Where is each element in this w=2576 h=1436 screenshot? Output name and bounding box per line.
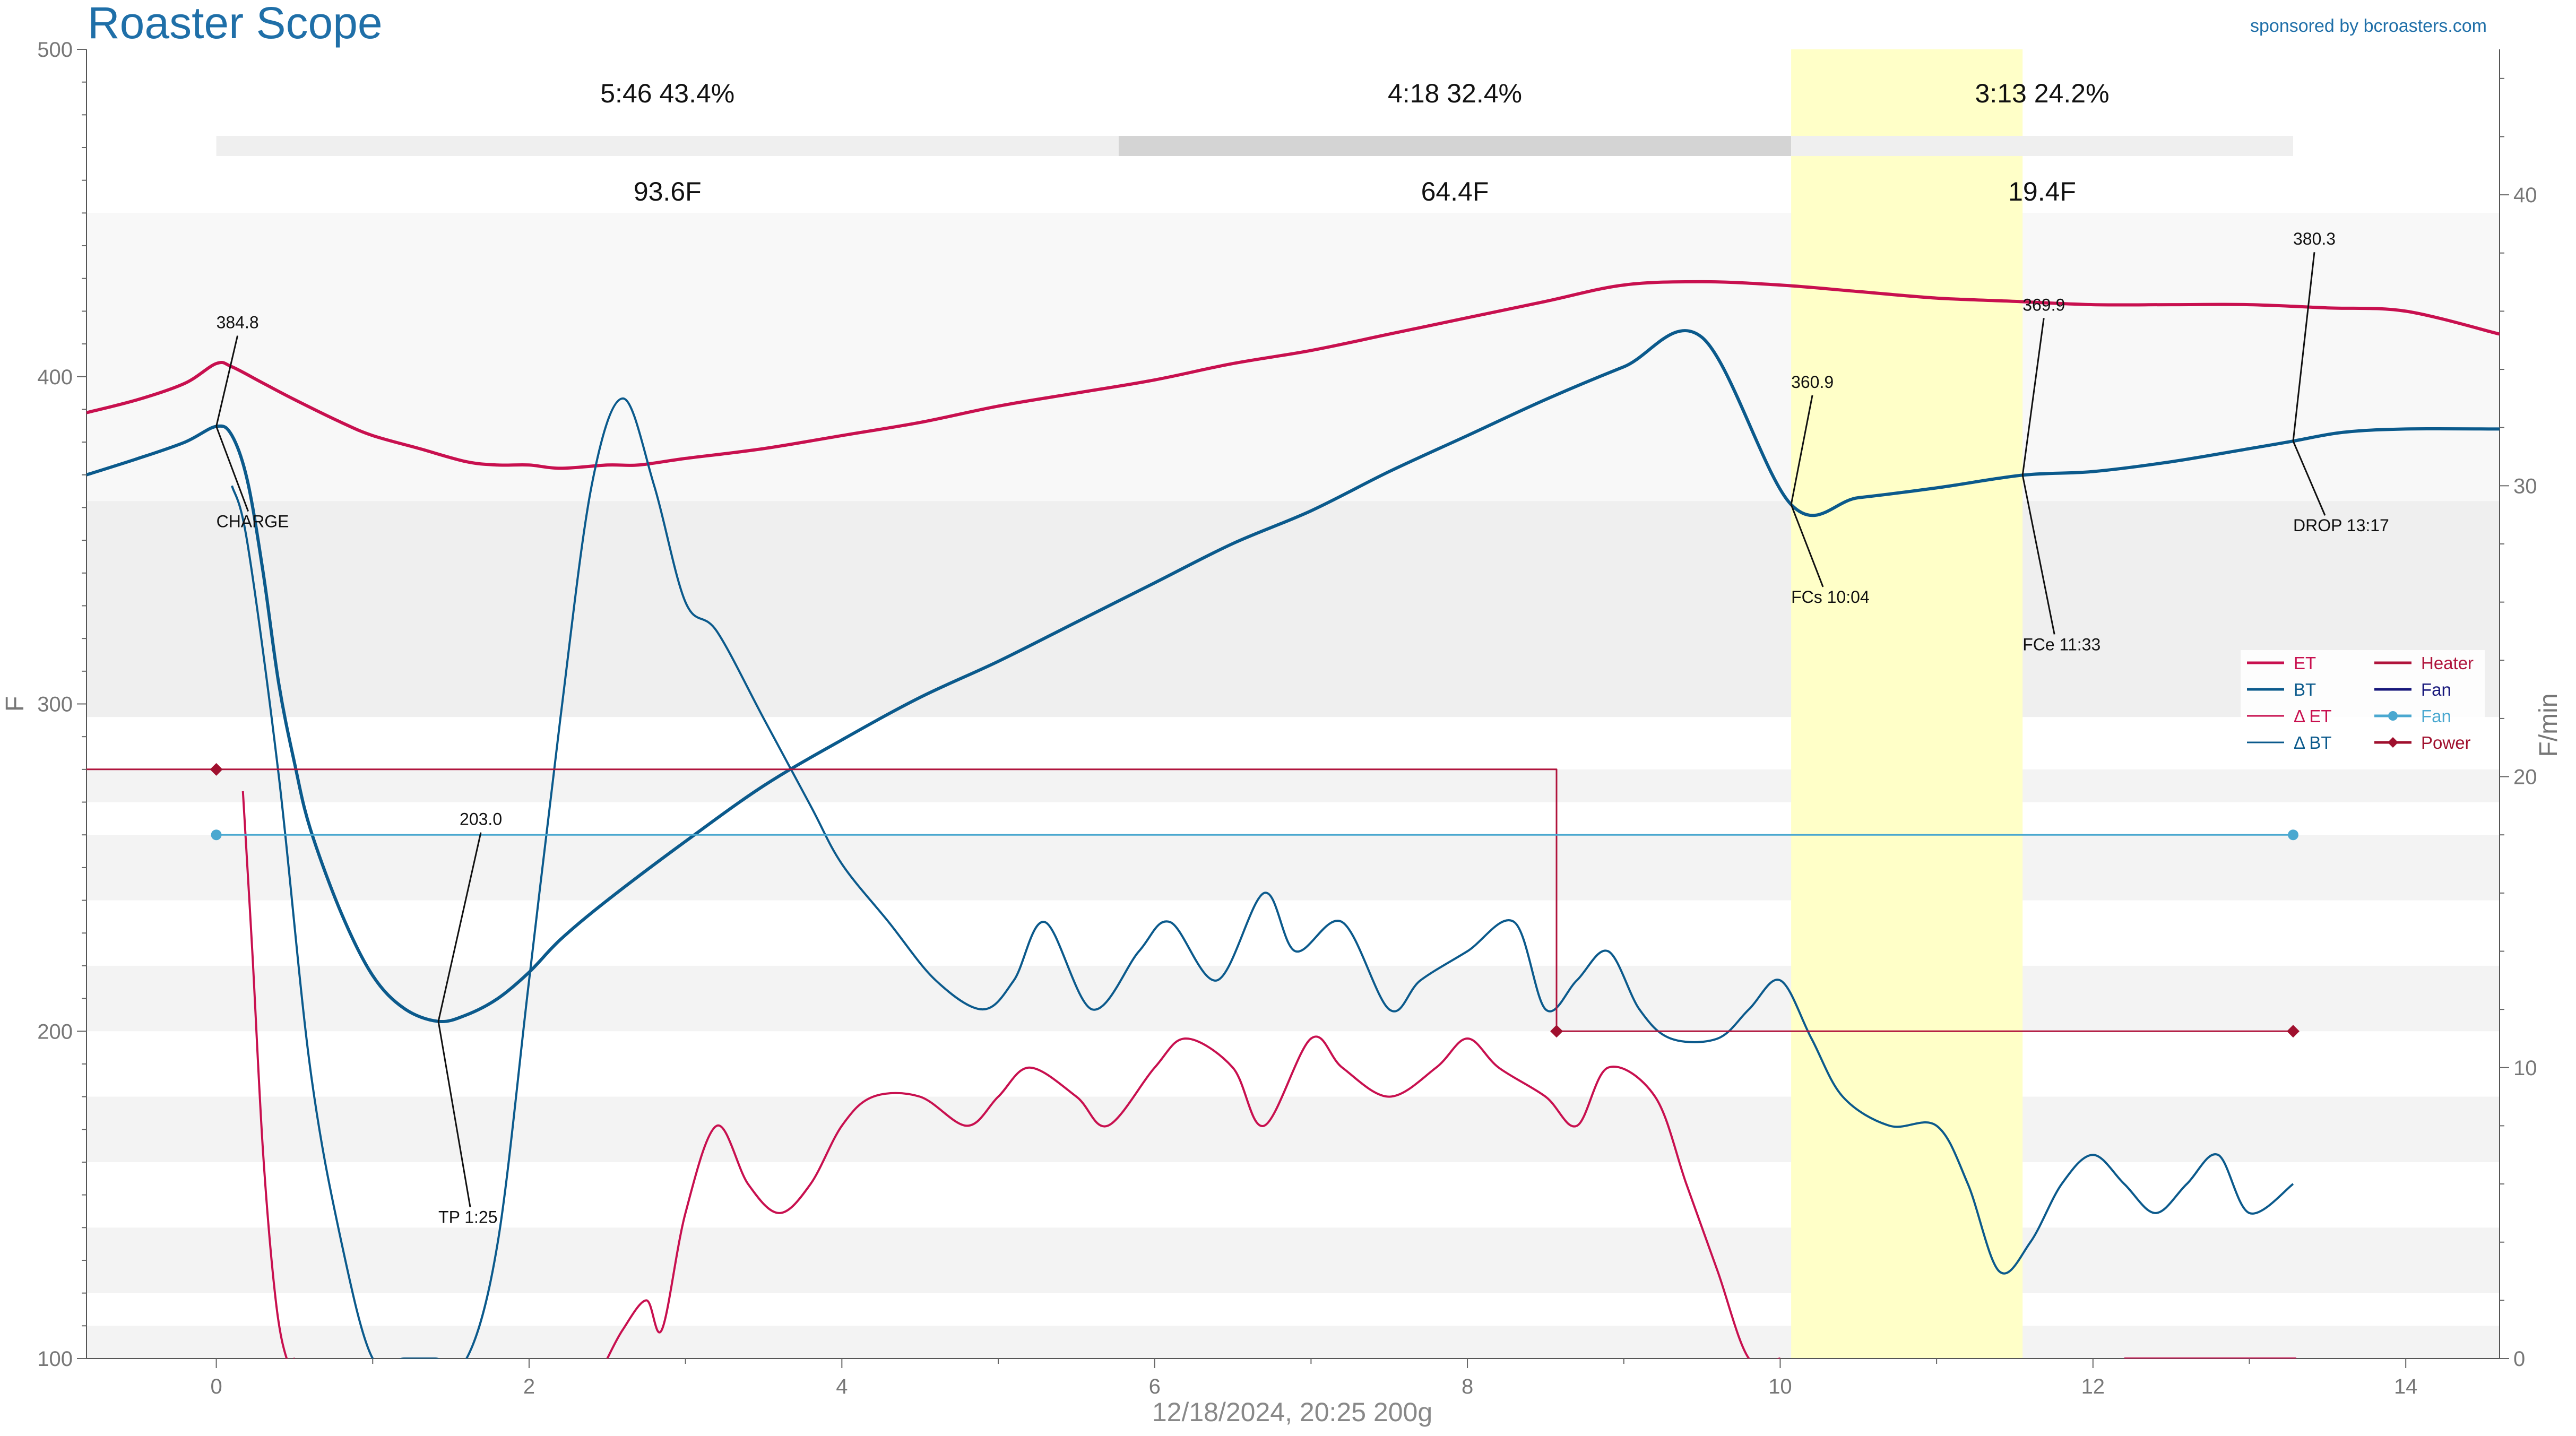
power-marker (1550, 1025, 1563, 1038)
y2-tick-label: 10 (2513, 1057, 2537, 1080)
phase-delta-label: 64.4F (1421, 177, 1489, 206)
background-band (87, 501, 2500, 717)
series-line-bt (87, 329, 2500, 1024)
annotation-value: 369.9 (2022, 295, 2065, 314)
fan-marker (211, 829, 222, 841)
background-band (87, 213, 2500, 501)
phase-time-label: 4:18 32.4% (1388, 79, 1522, 108)
background-band (87, 1227, 2500, 1293)
annotation-event: CHARGE (217, 512, 289, 531)
annotation-leader (437, 832, 482, 1022)
y-axis-label: F (1, 696, 29, 712)
annotation-value: 203.0 (460, 810, 502, 829)
power-marker (2287, 1025, 2300, 1038)
background-band (87, 965, 2500, 1032)
legend: ET BT Δ ET Δ BT Heater Fan Fan Power (2241, 650, 2485, 764)
legend-label: Power (2421, 733, 2471, 752)
legend-label: Δ ET (2294, 706, 2332, 726)
annotation-value: 384.8 (217, 313, 259, 332)
phase-bar-segment (216, 136, 1119, 156)
y2-tick-label: 20 (2513, 766, 2537, 789)
annotation-leader (2021, 475, 2055, 635)
y2-tick-label: 30 (2513, 474, 2537, 498)
x-tick-label: 12 (2081, 1375, 2105, 1398)
y-tick-label: 100 (37, 1347, 73, 1371)
y2-axis-label: F/min (2535, 694, 2563, 757)
y-tick-label: 400 (37, 366, 73, 389)
annotation-leader (215, 426, 249, 512)
legend-label: ET (2294, 653, 2316, 673)
phase-delta-label: 19.4F (2008, 177, 2076, 206)
phase-bar: 5:46 43.4% 93.6F 4:18 32.4% 64.4F 3:13 24.2%… (216, 79, 2294, 206)
series-line-bt (231, 397, 2294, 1359)
annotation-leader (1790, 395, 1813, 505)
annotation-event: FCs 10:04 (1791, 587, 1870, 607)
legend-label: Fan (2421, 680, 2451, 699)
series-line-et (241, 791, 295, 1359)
y2-tick-label: 40 (2513, 184, 2537, 207)
x-tick-label: 6 (1149, 1375, 1161, 1398)
x-tick-label: 10 (1768, 1375, 1792, 1398)
annotation-leader (2292, 252, 2315, 442)
series-line-et (606, 1035, 1780, 1359)
series-line-heater (87, 768, 2293, 1032)
phase-bar-segment (1118, 136, 1792, 156)
power-marker (210, 763, 223, 776)
roast-info-footer: 12/18/2024, 20:25 200g (1152, 1397, 1432, 1427)
x-tick-label: 0 (210, 1375, 222, 1398)
legend-swatch-marker (2388, 711, 2398, 721)
phase-time-label: 5:46 43.4% (600, 79, 734, 108)
x-tick-label: 14 (2394, 1375, 2418, 1398)
y-tick-label: 300 (37, 693, 73, 716)
legend-label: BT (2294, 680, 2316, 699)
series-lines (87, 280, 2500, 1359)
legend-box (2241, 650, 2485, 764)
y2-tick-label: 0 (2513, 1347, 2525, 1371)
x-tick-label: 4 (836, 1375, 848, 1398)
background-band (87, 835, 2500, 901)
annotation-value: 360.9 (1791, 373, 1834, 392)
background-band (87, 1096, 2500, 1162)
markers (210, 763, 2300, 1038)
phase-time-label: 3:13 24.2% (1975, 79, 2110, 108)
event-annotations: 384.8 CHARGE 203.0 TP 1:25 360.9 FCs 10:04 369… (215, 229, 2389, 1227)
series-line-et (87, 280, 2500, 470)
annotation-leader (2021, 318, 2045, 475)
y-tick-label: 200 (37, 1020, 73, 1043)
background-bands (87, 49, 2500, 1359)
chart-title: Roaster Scope (88, 0, 383, 48)
background-band (87, 769, 2500, 802)
annotation-event: FCe 11:33 (2022, 635, 2100, 654)
annotation-event: DROP 13:17 (2293, 516, 2389, 535)
annotation-leader (215, 335, 239, 427)
legend-label: Heater (2421, 653, 2474, 673)
annotation-leader (437, 1021, 471, 1208)
annotation-value: 380.3 (2293, 229, 2336, 248)
legend-label: Δ BT (2294, 733, 2332, 752)
phase-bar-segment (1791, 136, 2294, 156)
sponsor-link[interactable]: sponsored by bcroasters.com (2250, 16, 2487, 36)
annotation-leader (2292, 440, 2326, 516)
phase-delta-label: 93.6F (634, 177, 702, 206)
annotation-event: TP 1:25 (438, 1208, 497, 1227)
y-tick-label: 500 (37, 38, 73, 62)
legend-label: Fan (2421, 706, 2451, 726)
annotation-leader (1790, 504, 1824, 587)
first-crack-band (1791, 49, 2023, 1359)
x-tick-label: 2 (523, 1375, 535, 1398)
background-band (87, 1326, 2500, 1359)
fan-marker (2288, 829, 2299, 841)
legend-swatch-marker (2388, 737, 2398, 748)
x-tick-label: 8 (1462, 1375, 1473, 1398)
